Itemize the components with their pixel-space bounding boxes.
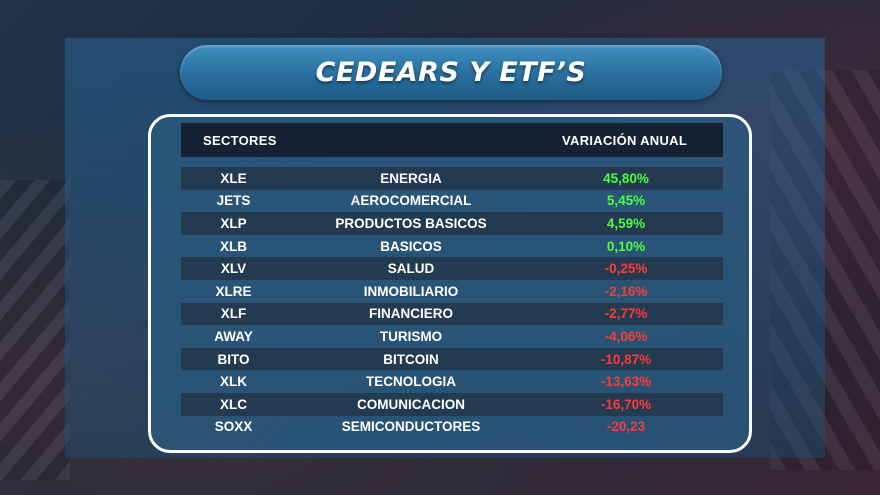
table-row: XLB BASICOS 0,10% bbox=[181, 235, 723, 258]
sector-cell: FINANCIERO bbox=[369, 306, 453, 322]
ticker-cell: XLV bbox=[220, 261, 247, 277]
table-row: SOXX SEMICONDUCTORES -20,23 bbox=[181, 416, 723, 439]
sector-cell: SALUD bbox=[387, 261, 435, 277]
table-row: XLC COMUNICACION -16,70% bbox=[181, 392, 723, 416]
variacion-cell: -20,23 bbox=[606, 419, 646, 435]
variacion-cell: -2,77% bbox=[604, 306, 648, 322]
table-header: SECTORES VARIACIÓN ANUAL bbox=[181, 123, 723, 157]
sector-cell: AEROCOMERCIAL bbox=[350, 193, 472, 209]
variacion-cell: -16,70% bbox=[600, 396, 652, 412]
ticker-cell: XLRE bbox=[215, 283, 252, 299]
table-row: XLV SALUD -0,25% bbox=[181, 257, 723, 280]
table-row: XLK TECNOLOGIA -13,63% bbox=[181, 370, 723, 393]
ticker-cell: XLC bbox=[220, 396, 247, 412]
variacion-cell: 45,80% bbox=[603, 170, 649, 186]
table-row: JETS AEROCOMERCIAL 5,45% bbox=[181, 190, 723, 213]
ticker-cell: SOXX bbox=[214, 419, 253, 435]
table-row: XLE ENERGIA 45,80% bbox=[181, 167, 723, 190]
variacion-cell: -0,25% bbox=[604, 261, 648, 277]
sector-cell: TURISMO bbox=[379, 328, 443, 344]
table-row: AWAY TURISMO -4,06% bbox=[181, 325, 723, 348]
sector-cell: COMUNICACION bbox=[357, 396, 465, 412]
sector-cell: BITCOIN bbox=[383, 351, 439, 367]
title-banner: CEDEARS Y ETF’S bbox=[180, 45, 722, 100]
ticker-cell: XLE bbox=[220, 170, 247, 186]
ticker-cell: AWAY bbox=[214, 328, 253, 344]
sector-cell: BASICOS bbox=[380, 238, 442, 254]
header-sectores: SECTORES bbox=[203, 132, 277, 148]
variacion-cell: -4,06% bbox=[604, 328, 648, 344]
sector-cell: ENERGIA bbox=[380, 170, 442, 186]
table-body: XLE ENERGIA 45,80% JETS AEROCOMERCIAL 5,45% XL… bbox=[181, 167, 723, 438]
ticker-cell: BITO bbox=[217, 351, 250, 367]
variacion-cell: -10,87% bbox=[600, 351, 652, 367]
sector-cell: SEMICONDUCTORES bbox=[341, 419, 481, 435]
variacion-cell: 5,45% bbox=[606, 193, 646, 209]
variacion-cell: 0,10% bbox=[606, 238, 646, 254]
ticker-cell: XLP bbox=[220, 215, 247, 231]
table-panel: SECTORES VARIACIÓN ANUAL XLE ENERGIA 45,80… bbox=[148, 114, 752, 453]
sector-cell: INMOBILIARIO bbox=[363, 283, 459, 299]
table-row: XLF FINANCIERO -2,77% bbox=[181, 302, 723, 326]
background-texture-left bbox=[0, 180, 70, 480]
table-row: BITO BITCOIN -10,87% bbox=[181, 347, 723, 371]
ticker-cell: XLF bbox=[220, 306, 247, 322]
ticker-cell: XLK bbox=[220, 374, 247, 390]
variacion-cell: -2,16% bbox=[604, 283, 648, 299]
ticker-cell: JETS bbox=[216, 193, 251, 209]
table-row: XLP PRODUCTOS BASICOS 4,59% bbox=[181, 212, 723, 235]
variacion-cell: -13,63% bbox=[600, 374, 652, 390]
header-variacion-anual: VARIACIÓN ANUAL bbox=[562, 132, 688, 148]
table-row: XLRE INMOBILIARIO -2,16% bbox=[181, 280, 723, 303]
sector-cell: TECNOLOGIA bbox=[366, 374, 456, 390]
ticker-cell: XLB bbox=[220, 238, 247, 254]
sector-cell: PRODUCTOS BASICOS bbox=[335, 215, 487, 231]
page-title: CEDEARS Y ETF’S bbox=[315, 57, 587, 88]
variacion-cell: 4,59% bbox=[606, 215, 646, 231]
